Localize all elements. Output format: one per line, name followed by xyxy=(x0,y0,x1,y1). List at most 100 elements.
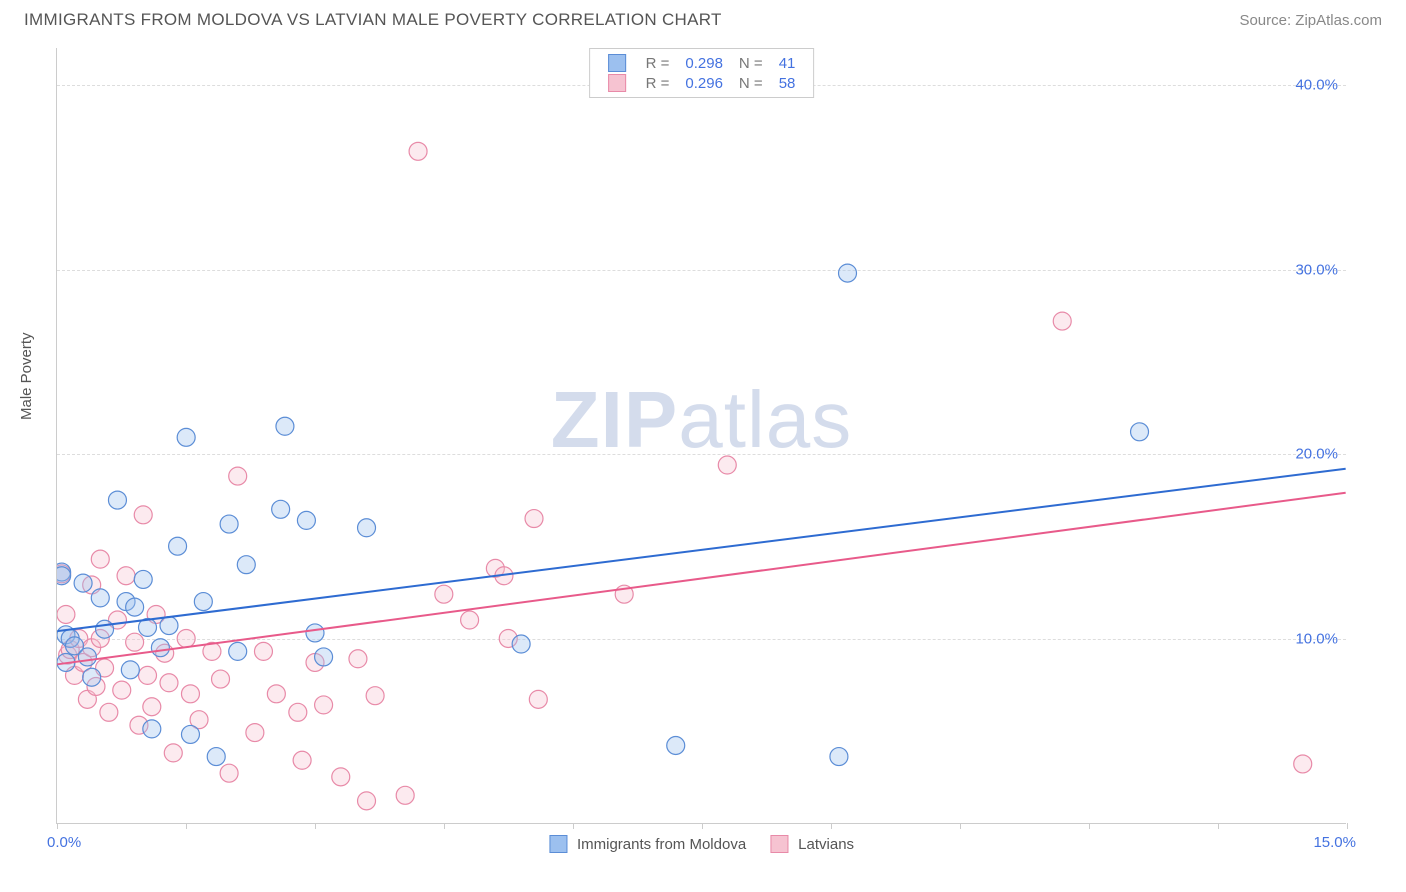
data-point xyxy=(117,567,135,585)
data-point xyxy=(830,748,848,766)
regression-line xyxy=(57,469,1345,631)
legend-swatch-latvians xyxy=(770,835,788,853)
x-tick xyxy=(57,823,58,829)
regression-line xyxy=(57,493,1345,665)
data-point xyxy=(293,751,311,769)
r-value-2: 0.296 xyxy=(677,73,731,93)
legend-label-latvians: Latvians xyxy=(798,836,854,853)
data-point xyxy=(177,629,195,647)
n-label-2: N = xyxy=(731,73,771,93)
scatter-svg xyxy=(57,48,1346,823)
data-point xyxy=(78,648,96,666)
data-point xyxy=(512,635,530,653)
x-tick xyxy=(573,823,574,829)
data-point xyxy=(525,510,543,528)
legend-row-series1: R = 0.298 N = 41 xyxy=(600,53,804,73)
source-attribution: Source: ZipAtlas.com xyxy=(1239,12,1382,29)
data-point xyxy=(529,690,547,708)
data-point xyxy=(396,786,414,804)
data-point xyxy=(409,142,427,160)
data-point xyxy=(143,720,161,738)
legend-swatch-series1 xyxy=(608,54,626,72)
data-point xyxy=(181,685,199,703)
x-tick xyxy=(702,823,703,829)
data-point xyxy=(358,519,376,537)
data-point xyxy=(366,687,384,705)
legend-swatch-moldova xyxy=(549,835,567,853)
data-point xyxy=(267,685,285,703)
data-point xyxy=(212,670,230,688)
data-point xyxy=(349,650,367,668)
data-point xyxy=(139,666,157,684)
data-point xyxy=(1053,312,1071,330)
data-point xyxy=(1294,755,1312,773)
data-point xyxy=(160,674,178,692)
data-point xyxy=(143,698,161,716)
data-point xyxy=(207,748,225,766)
data-point xyxy=(83,668,101,686)
data-point xyxy=(96,620,114,638)
data-point xyxy=(57,567,71,585)
x-tick-label-end: 15.0% xyxy=(1313,834,1356,851)
data-point xyxy=(332,768,350,786)
data-point xyxy=(121,661,139,679)
data-point xyxy=(246,724,264,742)
data-point xyxy=(169,537,187,555)
legend-item-moldova: Immigrants from Moldova xyxy=(549,835,746,853)
chart-plot-area: ZIPatlas R = 0.298 N = 41 R = 0.296 N = … xyxy=(56,48,1346,824)
data-point xyxy=(718,456,736,474)
data-point xyxy=(306,624,324,642)
data-point xyxy=(461,611,479,629)
data-point xyxy=(57,605,75,623)
data-point xyxy=(220,515,238,533)
data-point xyxy=(289,703,307,721)
data-point xyxy=(435,585,453,603)
x-tick xyxy=(1347,823,1348,829)
data-point xyxy=(108,491,126,509)
data-point xyxy=(297,511,315,529)
data-point xyxy=(315,696,333,714)
x-tick-label-start: 0.0% xyxy=(47,834,81,851)
data-point xyxy=(177,428,195,446)
data-point xyxy=(237,556,255,574)
x-tick xyxy=(1218,823,1219,829)
n-label-1: N = xyxy=(731,53,771,73)
x-tick xyxy=(315,823,316,829)
data-point xyxy=(126,633,144,651)
r-label-1: R = xyxy=(638,53,678,73)
chart-title: IMMIGRANTS FROM MOLDOVA VS LATVIAN MALE … xyxy=(24,10,722,30)
y-axis-label: Male Poverty xyxy=(18,332,35,420)
data-point xyxy=(134,506,152,524)
data-point xyxy=(229,642,247,660)
x-tick xyxy=(186,823,187,829)
legend-item-latvians: Latvians xyxy=(770,835,854,853)
data-point xyxy=(254,642,272,660)
data-point xyxy=(194,593,212,611)
series-legend: Immigrants from Moldova Latvians xyxy=(549,835,854,853)
x-tick xyxy=(444,823,445,829)
data-point xyxy=(100,703,118,721)
data-point xyxy=(220,764,238,782)
x-tick xyxy=(831,823,832,829)
data-point xyxy=(113,681,131,699)
data-point xyxy=(91,550,109,568)
r-value-1: 0.298 xyxy=(677,53,731,73)
legend-row-series2: R = 0.296 N = 58 xyxy=(600,73,804,93)
data-point xyxy=(229,467,247,485)
r-label-2: R = xyxy=(638,73,678,93)
legend-swatch-series2 xyxy=(608,74,626,92)
legend-label-moldova: Immigrants from Moldova xyxy=(577,836,746,853)
data-point xyxy=(160,617,178,635)
data-point xyxy=(91,589,109,607)
n-value-2: 58 xyxy=(771,73,804,93)
data-point xyxy=(276,417,294,435)
data-point xyxy=(358,792,376,810)
correlation-legend: R = 0.298 N = 41 R = 0.296 N = 58 xyxy=(589,48,815,98)
data-point xyxy=(667,737,685,755)
data-point xyxy=(74,574,92,592)
data-point xyxy=(181,725,199,743)
data-point xyxy=(315,648,333,666)
data-point xyxy=(272,500,290,518)
data-point xyxy=(1131,423,1149,441)
x-tick xyxy=(960,823,961,829)
